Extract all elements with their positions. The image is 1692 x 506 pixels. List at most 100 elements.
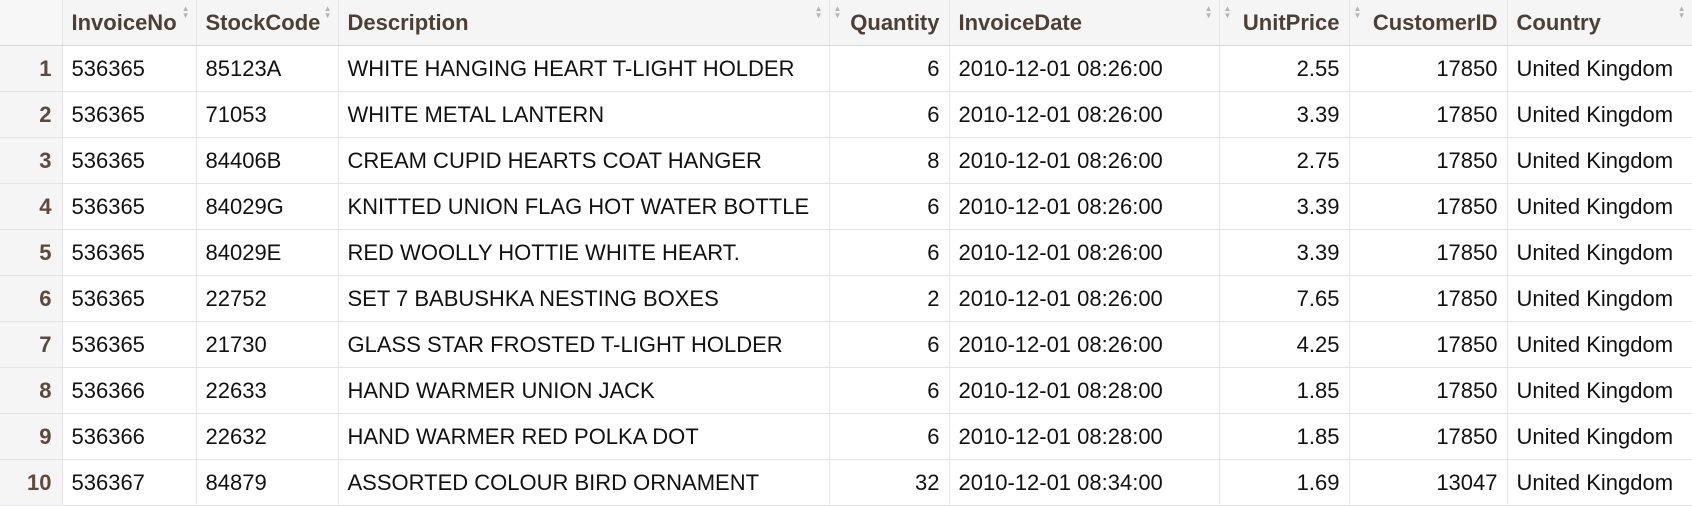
row-index: 9 [0, 413, 63, 460]
customerid-cell: 17850 [1349, 229, 1508, 276]
invoicedate-cell: 2010-12-01 08:26:00 [949, 183, 1220, 230]
column-header-label: Description [347, 9, 469, 35]
invoicedate-cell: 2010-12-01 08:28:00 [949, 413, 1220, 460]
column-header-label: Quantity [850, 9, 940, 35]
stockcode-cell: 84879 [196, 459, 339, 506]
customerid-cell: 17850 [1349, 413, 1508, 460]
column-header-description[interactable]: Description ▲ ▼ [338, 0, 830, 46]
invoiceno-cell: 536367 [62, 459, 197, 506]
column-header-country[interactable]: Country ▲ ▼ [1507, 0, 1692, 46]
table-row[interactable]: 6 536365 22752 SET 7 BABUSHKA NESTING BOXES… [0, 275, 1692, 322]
table-row[interactable]: 4 536365 84029G KNITTED UNION FLAG HOT WATE… [0, 183, 1692, 230]
quantity-cell: 6 [829, 45, 950, 92]
country-cell: United Kingdom [1507, 183, 1692, 230]
sort-arrows-icon[interactable]: ▲ ▼ [1677, 4, 1686, 20]
country-cell: United Kingdom [1507, 229, 1692, 276]
row-index: 5 [0, 229, 63, 276]
stockcode-cell: 22752 [196, 275, 339, 322]
table-row[interactable]: 7 536365 21730 GLASS STAR FROSTED T-LIGHT H… [0, 321, 1692, 368]
stockcode-cell: 22633 [196, 367, 339, 414]
table-row[interactable]: 5 536365 84029E RED WOOLLY HOTTIE WHITE HEA… [0, 229, 1692, 276]
unitprice-cell: 1.85 [1219, 413, 1350, 460]
invoicedate-cell: 2010-12-01 08:26:00 [949, 137, 1220, 184]
customerid-cell: 17850 [1349, 183, 1508, 230]
country-cell: United Kingdom [1507, 137, 1692, 184]
stockcode-cell: 71053 [196, 91, 339, 138]
row-index: 7 [0, 321, 63, 368]
row-index: 3 [0, 137, 63, 184]
invoicedate-cell: 2010-12-01 08:26:00 [949, 321, 1220, 368]
row-index: 4 [0, 183, 63, 230]
table-row[interactable]: 10 536367 84879 ASSORTED COLOUR BIRD ORNAME… [0, 459, 1692, 506]
sort-arrows-icon[interactable]: ▲ ▼ [814, 4, 823, 20]
sort-arrows-icon[interactable]: ▲ ▼ [1204, 4, 1213, 20]
description-cell: HAND WARMER UNION JACK [338, 367, 830, 414]
sort-arrows-icon[interactable]: ▲ ▼ [323, 4, 332, 20]
sort-arrows-icon[interactable]: ▲ ▼ [1353, 4, 1362, 20]
column-header-label: UnitPrice [1242, 9, 1340, 35]
unitprice-cell: 3.39 [1219, 91, 1350, 138]
sort-arrows-icon[interactable]: ▲ ▼ [1223, 4, 1232, 20]
sort-arrows-icon[interactable]: ▲ ▼ [833, 4, 842, 20]
description-cell: KNITTED UNION FLAG HOT WATER BOTTLE [338, 183, 830, 230]
customerid-cell: 17850 [1349, 275, 1508, 322]
column-header-stockcode[interactable]: StockCode ▲ ▼ [196, 0, 339, 46]
column-header-customerid[interactable]: ▲ ▼ CustomerID [1349, 0, 1508, 46]
table-row[interactable]: 9 536366 22632 HAND WARMER RED POLKA DOT 6 20… [0, 413, 1692, 460]
invoicedate-cell: 2010-12-01 08:26:00 [949, 91, 1220, 138]
quantity-cell: 6 [829, 183, 950, 230]
invoicedate-cell: 2010-12-01 08:26:00 [949, 275, 1220, 322]
invoiceno-cell: 536365 [62, 183, 197, 230]
invoiceno-cell: 536365 [62, 229, 197, 276]
stockcode-cell: 22632 [196, 413, 339, 460]
invoiceno-cell: 536365 [62, 91, 197, 138]
country-cell: United Kingdom [1507, 275, 1692, 322]
column-header-invoicedate[interactable]: InvoiceDate ▲ ▼ [949, 0, 1220, 46]
row-index-header [0, 0, 63, 46]
country-cell: United Kingdom [1507, 45, 1692, 92]
column-header-unitprice[interactable]: ▲ ▼ UnitPrice [1219, 0, 1350, 46]
invoiceno-cell: 536365 [62, 321, 197, 368]
invoicedate-cell: 2010-12-01 08:26:00 [949, 45, 1220, 92]
column-header-label: CustomerID [1372, 9, 1498, 35]
description-cell: WHITE HANGING HEART T-LIGHT HOLDER [338, 45, 830, 92]
description-cell: CREAM CUPID HEARTS COAT HANGER [338, 137, 830, 184]
quantity-cell: 2 [829, 275, 950, 322]
table-row[interactable]: 1 536365 85123A WHITE HANGING HEART T-LIGHT… [0, 45, 1692, 92]
description-cell: RED WOOLLY HOTTIE WHITE HEART. [338, 229, 830, 276]
unitprice-cell: 1.85 [1219, 367, 1350, 414]
table-header: InvoiceNo ▲ ▼ StockCode ▲ ▼ Description ▲ ▼… [0, 0, 1692, 46]
country-cell: United Kingdom [1507, 459, 1692, 506]
column-header-quantity[interactable]: ▲ ▼ Quantity [829, 0, 950, 46]
column-header-label: StockCode [205, 9, 321, 35]
unitprice-cell: 3.39 [1219, 183, 1350, 230]
description-cell: WHITE METAL LANTERN [338, 91, 830, 138]
column-header-label: Country [1516, 9, 1601, 35]
header-row: InvoiceNo ▲ ▼ StockCode ▲ ▼ Description ▲ ▼… [0, 0, 1692, 46]
country-cell: United Kingdom [1507, 91, 1692, 138]
column-header-invoiceno[interactable]: InvoiceNo ▲ ▼ [62, 0, 197, 46]
table-row[interactable]: 3 536365 84406B CREAM CUPID HEARTS COAT HAN… [0, 137, 1692, 184]
table-row[interactable]: 8 536366 22633 HAND WARMER UNION JACK 6 2010-… [0, 367, 1692, 414]
sort-arrows-icon[interactable]: ▲ ▼ [181, 4, 190, 20]
invoicedate-cell: 2010-12-01 08:34:00 [949, 459, 1220, 506]
row-index: 1 [0, 45, 63, 92]
unitprice-cell: 1.69 [1219, 459, 1350, 506]
invoiceno-cell: 536365 [62, 45, 197, 92]
quantity-cell: 6 [829, 413, 950, 460]
invoiceno-cell: 536365 [62, 275, 197, 322]
country-cell: United Kingdom [1507, 367, 1692, 414]
unitprice-cell: 2.55 [1219, 45, 1350, 92]
stockcode-cell: 85123A [196, 45, 339, 92]
customerid-cell: 17850 [1349, 91, 1508, 138]
customerid-cell: 17850 [1349, 321, 1508, 368]
row-index: 10 [0, 459, 63, 506]
table-row[interactable]: 2 536365 71053 WHITE METAL LANTERN 6 2010-12-… [0, 91, 1692, 138]
table-body: 1 536365 85123A WHITE HANGING HEART T-LIGHT… [0, 45, 1692, 506]
description-cell: GLASS STAR FROSTED T-LIGHT HOLDER [338, 321, 830, 368]
country-cell: United Kingdom [1507, 321, 1692, 368]
row-index: 2 [0, 91, 63, 138]
invoicedate-cell: 2010-12-01 08:26:00 [949, 229, 1220, 276]
row-index: 8 [0, 367, 63, 414]
